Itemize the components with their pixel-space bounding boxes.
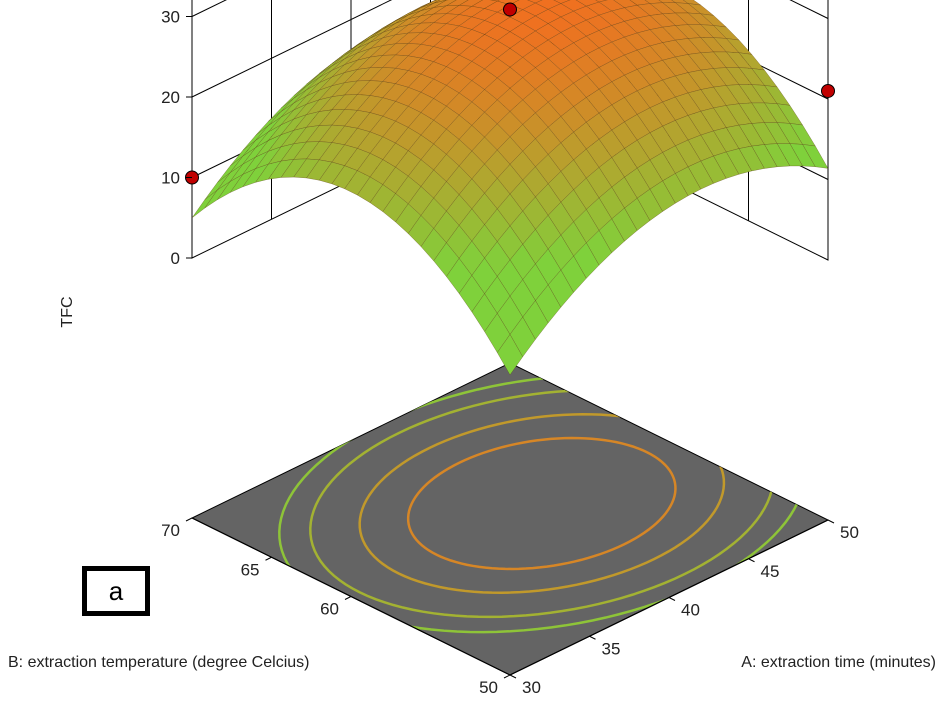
y-tick-mark <box>185 517 193 522</box>
y-tick-label: 60 <box>320 600 339 619</box>
x-tick-mark <box>668 597 676 601</box>
x-tick-label: 35 <box>602 639 621 658</box>
y-tick-mark <box>503 674 511 679</box>
response-surface <box>191 0 829 376</box>
y-tick-label: 50 <box>479 678 498 697</box>
y-tick-mark <box>265 556 272 561</box>
x-axis-title: A: extraction time (minutes) <box>741 654 936 671</box>
x-tick-label: 50 <box>840 523 859 542</box>
z-tick-label: 30 <box>161 8 180 27</box>
z-tick-label: 10 <box>161 169 180 188</box>
z-axis-title: TFC <box>59 296 76 327</box>
x-tick-mark <box>748 558 755 563</box>
z-tick-label: 0 <box>171 249 180 268</box>
y-axis-title: B: extraction temperature (degree Celciu… <box>8 654 309 671</box>
surface-cell <box>526 0 543 4</box>
tick-labels: 010203040303540455050606570 <box>161 8 859 698</box>
x-tick-label: 30 <box>522 678 541 697</box>
contour-line <box>406 436 677 571</box>
x-tick-mark <box>509 674 517 679</box>
panel-label: a <box>82 566 150 616</box>
z-tick-label: 20 <box>161 88 180 107</box>
contour-line <box>358 413 726 594</box>
x-tick-mark <box>827 519 835 524</box>
x-tick-label: 40 <box>681 601 700 620</box>
floor <box>190 362 830 676</box>
y-tick-label: 70 <box>161 521 180 540</box>
y-tick-label: 65 <box>241 560 260 579</box>
x-tick-label: 45 <box>761 562 780 581</box>
contour-line <box>309 388 775 619</box>
surface-cell <box>496 333 524 376</box>
design-point <box>503 2 517 17</box>
floor-plane <box>190 362 830 676</box>
design-point <box>821 83 835 98</box>
y-tick-mark <box>344 596 352 600</box>
x-tick-mark <box>589 635 596 640</box>
